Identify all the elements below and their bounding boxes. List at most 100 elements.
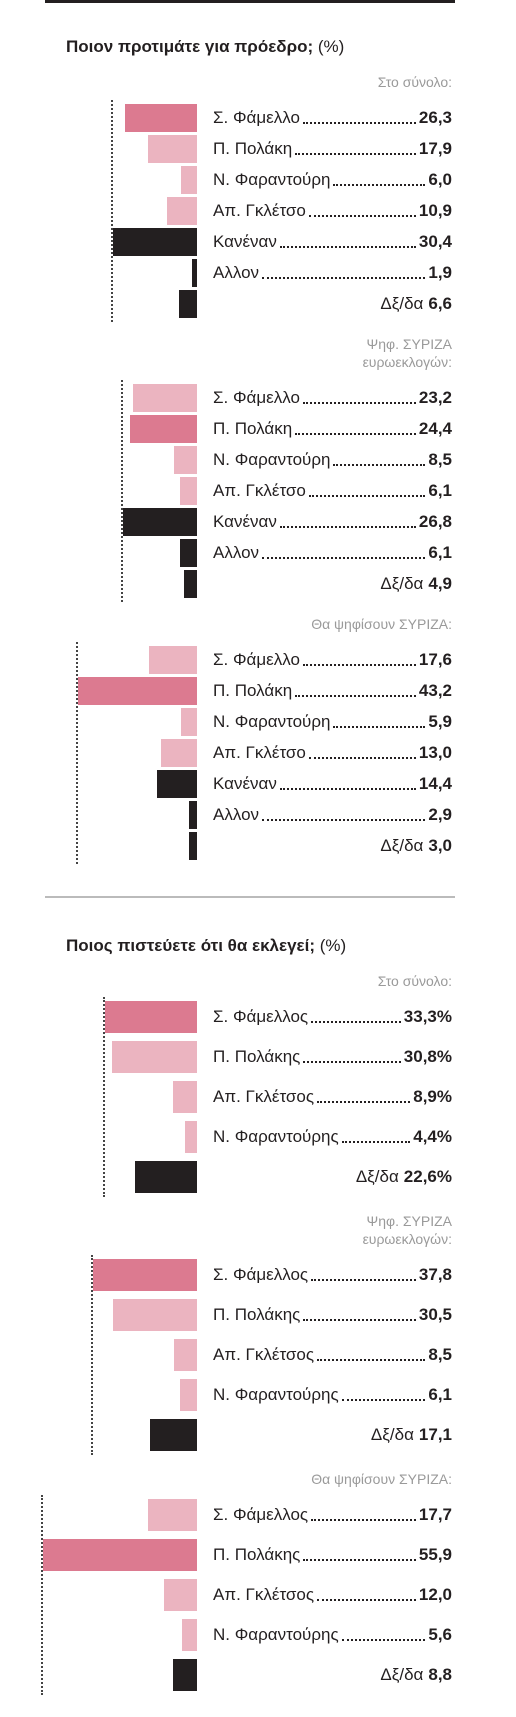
category-label: Ν. Φαραντούρης (213, 1127, 339, 1146)
category-label: Σ. Φάμελλος (213, 1007, 309, 1026)
category-label: Ν. Φαραντούρης (213, 1625, 339, 1644)
bar (181, 1619, 197, 1651)
value-label: 8,5 (428, 1345, 452, 1364)
row-label: Κανέναν 14,4 (213, 773, 452, 795)
value-label: 1,9 (428, 263, 452, 282)
row-label: Δξ/δα 6,6 (213, 293, 452, 315)
row-label: Δξ/δα 17,1 (213, 1424, 452, 1446)
value-label: 17,6 (418, 650, 452, 669)
reference-line (121, 380, 124, 602)
top-rule (45, 0, 455, 3)
value-label: 6,1 (428, 1385, 452, 1404)
value-label: 14,4 (418, 774, 452, 793)
leader (279, 246, 416, 248)
row-label: Ν. Φαραντούρη 8,5 (213, 449, 452, 471)
row-label: Σ. Φάμελλος 33,3% (213, 1006, 452, 1028)
bar (157, 770, 197, 798)
value-label: 17,7 (418, 1505, 452, 1524)
value-label: 33,3% (403, 1007, 452, 1026)
row-label: Απ. Γκλέτσος 8,9% (213, 1086, 452, 1108)
category-label: Κανέναν (213, 774, 277, 793)
value-label: 6,0 (428, 170, 452, 189)
leader (308, 495, 426, 497)
row-label: Ν. Φαραντούρη 6,0 (213, 169, 452, 191)
value-label: 8,5 (428, 450, 452, 469)
row-label: Σ. Φάμελλο 17,6 (213, 649, 452, 671)
category-label: Π. Πολάκης (213, 1305, 301, 1324)
row-label: Απ. Γκλέτσο 13,0 (213, 742, 452, 764)
category-label: Π. Πολάκη (213, 139, 293, 158)
category-label: Κανέναν (213, 512, 277, 531)
leader (341, 1399, 426, 1401)
category-label: Ν. Φαραντούρης (213, 1385, 339, 1404)
leader (311, 1519, 416, 1521)
row-label: Απ. Γκλέτσο 10,9 (213, 200, 452, 222)
category-label: Σ. Φάμελλος (213, 1265, 309, 1284)
value-label: 3,0 (428, 836, 452, 855)
bar (180, 708, 197, 736)
category-label: Απ. Γκλέτσος (213, 1345, 315, 1364)
row-label: Δξ/δα 22,6% (213, 1166, 452, 1188)
leader (302, 402, 416, 404)
bar (178, 290, 197, 318)
subtitle: ευρωεκλογών: (362, 354, 452, 370)
title-units: (%) (317, 37, 345, 56)
value-label: 17,9 (418, 139, 452, 158)
leader (302, 664, 416, 666)
row-label: Π. Πολάκης 30,5 (213, 1304, 452, 1326)
leader (262, 819, 426, 821)
value-label: 26,3 (418, 108, 452, 127)
leader (308, 757, 416, 759)
leader (333, 184, 426, 186)
value-label: 43,2 (418, 681, 452, 700)
reference-line (103, 997, 106, 1197)
bar (124, 104, 197, 132)
category-label: Π. Πολάκη (213, 681, 293, 700)
row-label: Π. Πολάκης 55,9 (213, 1544, 452, 1566)
bar (172, 1659, 197, 1691)
category-label: Αλλον (213, 543, 260, 562)
category-label: Δξ/δα (380, 294, 424, 313)
row-label: Κανέναν 26,8 (213, 511, 452, 533)
leader (333, 464, 426, 466)
bar (167, 197, 197, 225)
value-label: 5,6 (428, 1625, 452, 1644)
bar (147, 135, 197, 163)
category-label: Σ. Φάμελλο (213, 108, 300, 127)
value-label: 6,6 (428, 294, 452, 313)
leader (303, 1061, 401, 1063)
value-label: 26,8 (418, 512, 452, 531)
bar (134, 1161, 197, 1193)
bar (113, 228, 197, 256)
bar (112, 1041, 197, 1073)
leader (295, 695, 416, 697)
title-text: Ποιον προτιμάτε για πρόεδρο; (66, 37, 314, 56)
subtitle: ευρωεκλογών: (362, 1231, 452, 1247)
value-label: 22,6% (403, 1167, 452, 1186)
category-label: Δξ/δα (380, 836, 424, 855)
bar (173, 1339, 197, 1371)
subtitle: Ψηφ. ΣΥΡΙΖΑ (366, 336, 452, 352)
category-label: Δξ/δα (380, 1665, 424, 1684)
value-label: 4,4% (413, 1127, 452, 1146)
row-label: Ν. Φαραντούρης 6,1 (213, 1384, 452, 1406)
value-label: 24,4 (418, 419, 452, 438)
value-label: 30,4 (418, 232, 452, 251)
row-label: Π. Πολάκη 43,2 (213, 680, 452, 702)
bar (93, 1259, 197, 1291)
bar (180, 539, 197, 567)
bar (188, 832, 197, 860)
row-label: Δξ/δα 8,8 (213, 1664, 452, 1686)
divider (45, 896, 455, 898)
bar (172, 1081, 197, 1113)
leader (262, 557, 426, 559)
subtitle: Θα ψηφίσουν ΣΥΡΙΖΑ: (311, 1471, 452, 1487)
leader (341, 1639, 426, 1641)
title-text: Ποιος πιστεύετε ότι θα εκλεγεί; (66, 936, 315, 955)
row-label: Αλλον 6,1 (213, 542, 452, 564)
bar (123, 508, 197, 536)
leader (333, 726, 426, 728)
bar (164, 1579, 197, 1611)
leader (317, 1599, 416, 1601)
category-label: Αλλον (213, 805, 260, 824)
